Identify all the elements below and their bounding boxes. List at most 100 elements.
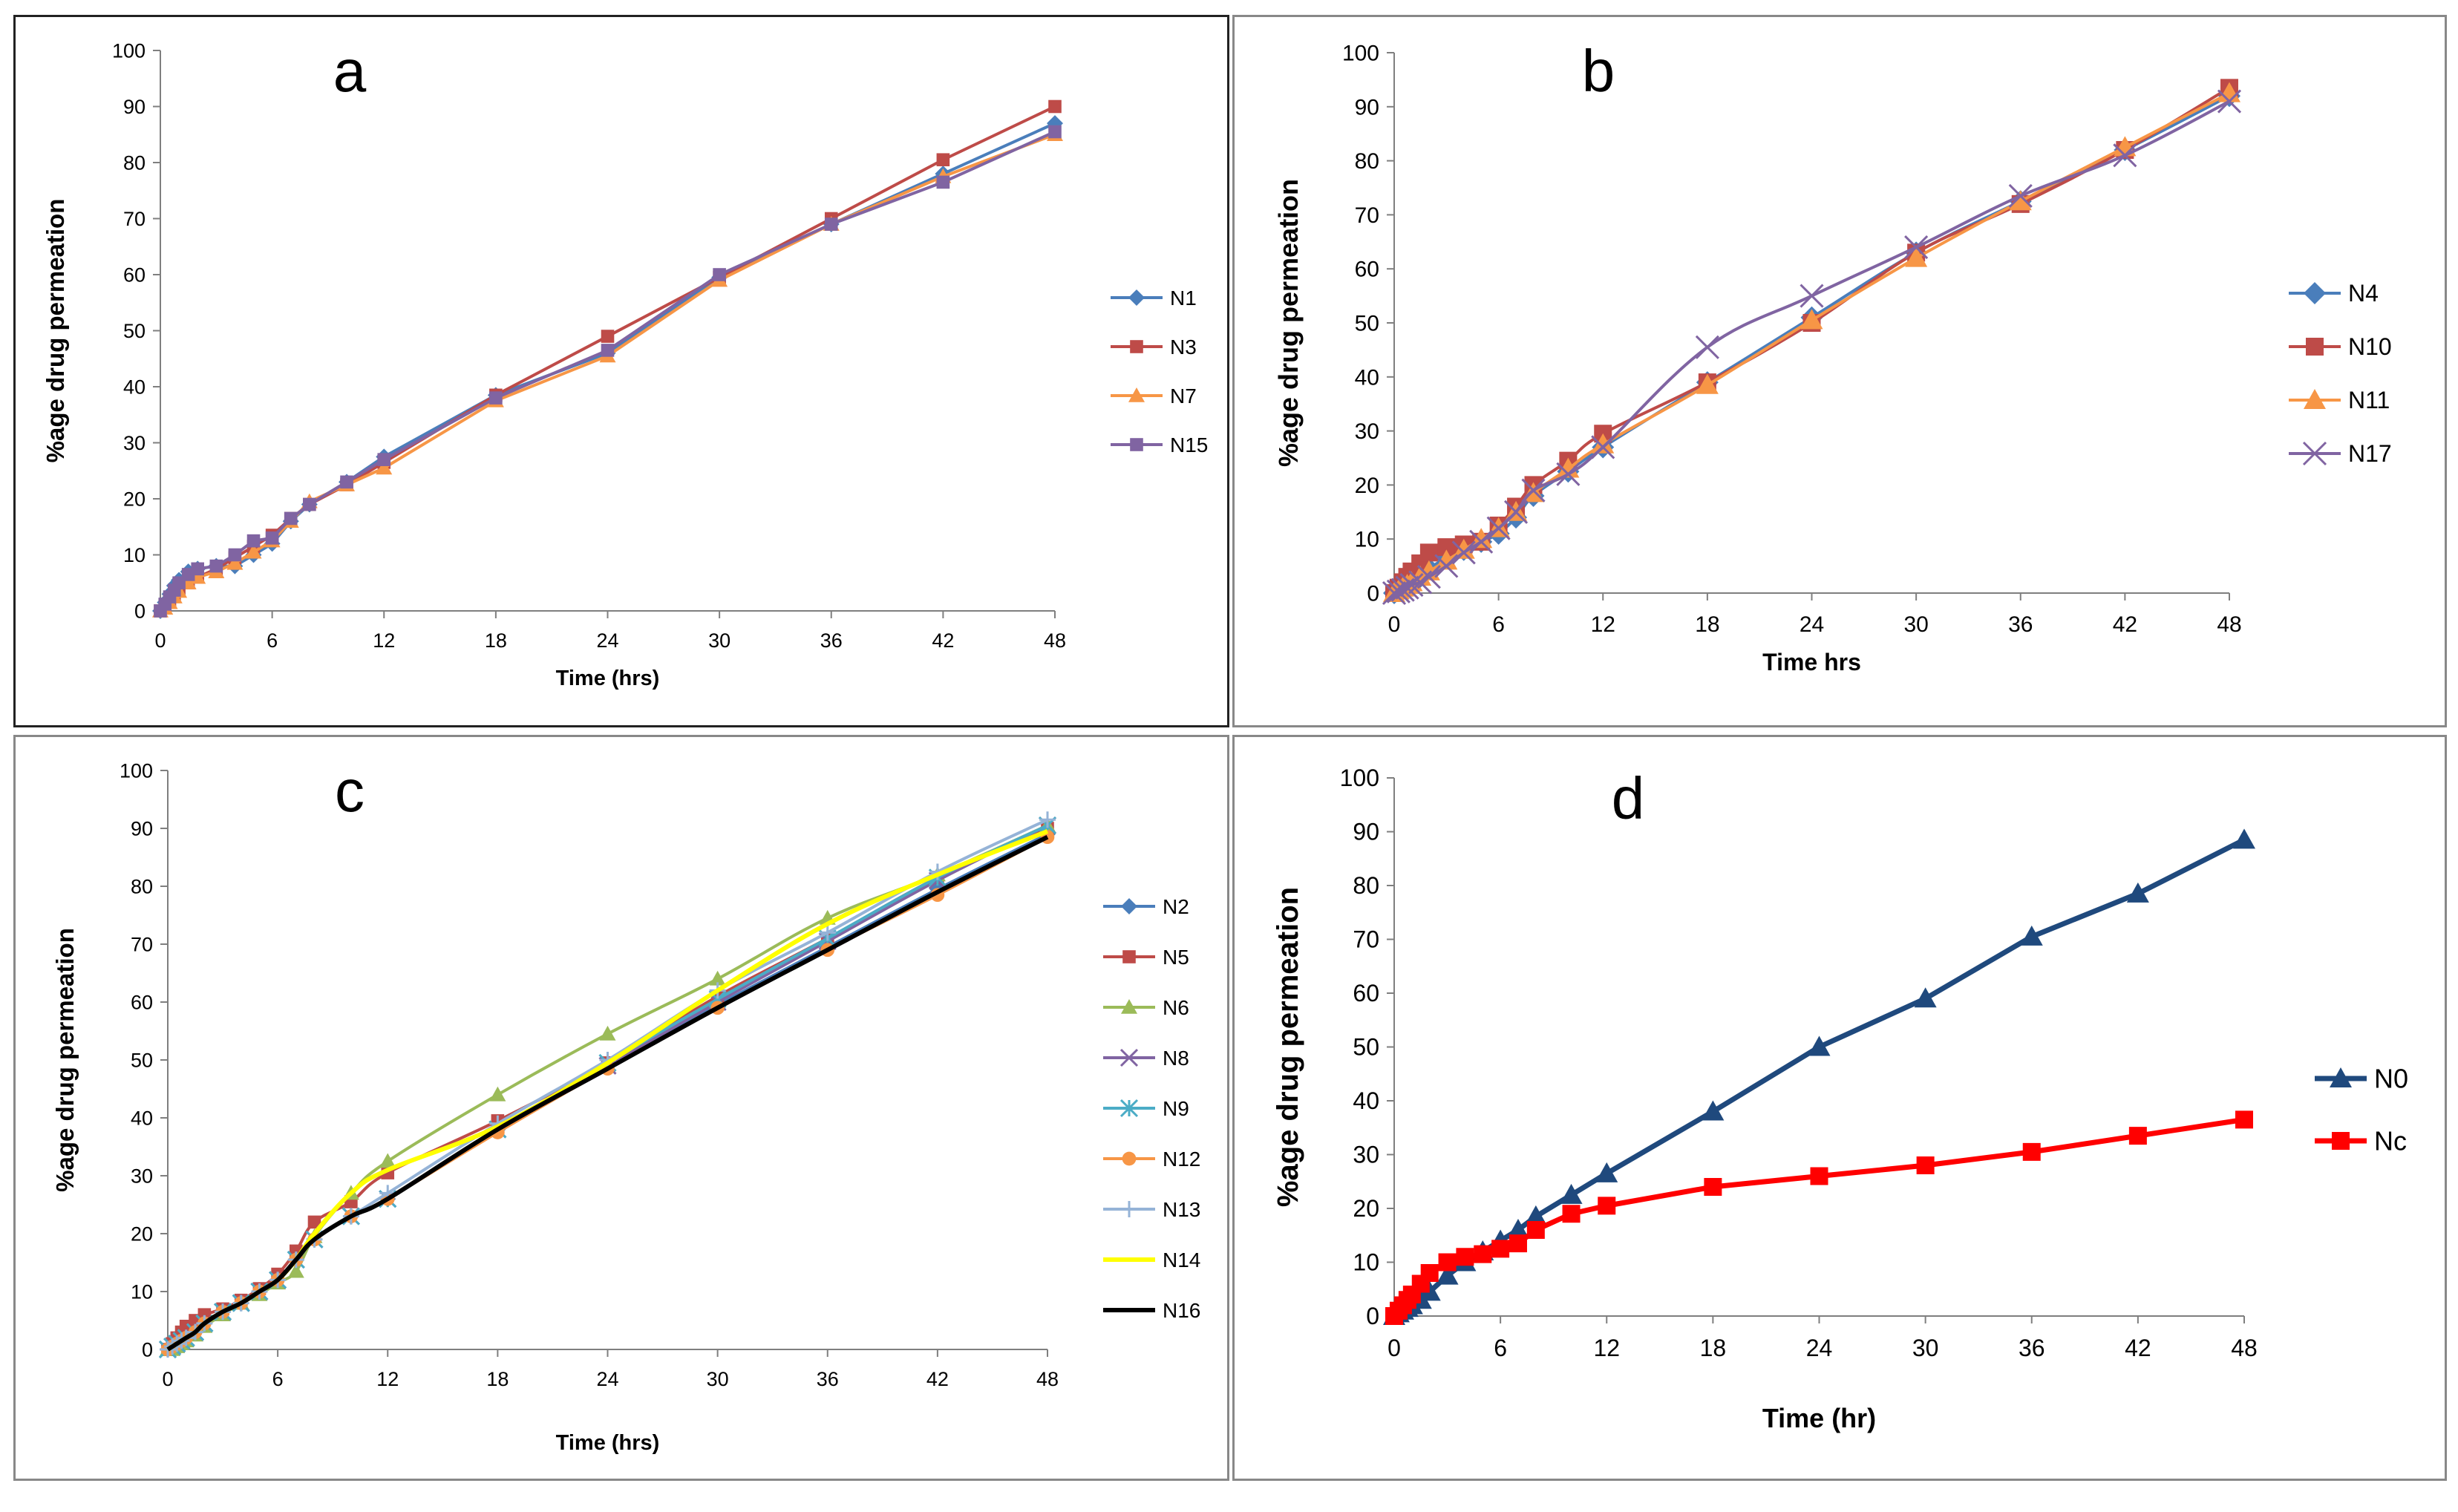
data-point-Nc — [1810, 1167, 1828, 1185]
data-point-N17 — [2008, 183, 2033, 208]
legend-marker-Nc — [2332, 1132, 2350, 1150]
legend-marker-N17 — [2302, 441, 2327, 466]
data-point-N11 — [1435, 549, 1458, 570]
x-tick-label: 42 — [2113, 612, 2137, 637]
x-tick-label: 0 — [162, 1368, 173, 1390]
y-tick-label: 40 — [1355, 365, 1379, 390]
legend-marker-N5 — [1122, 950, 1136, 963]
data-point-N15 — [489, 391, 503, 405]
y-tick-label: 30 — [131, 1165, 153, 1187]
panel-letter: b — [1582, 38, 1615, 104]
y-tick-label: 70 — [1353, 926, 1379, 953]
y-axis-label: %age drug permeation — [42, 199, 69, 463]
x-tick-label: 48 — [1036, 1368, 1059, 1390]
panel-letter: d — [1612, 765, 1645, 831]
data-point-N6 — [489, 1086, 506, 1102]
legend-label-N4: N4 — [2348, 280, 2379, 307]
legend-label-N16: N16 — [1163, 1299, 1200, 1322]
legend-marker-N8 — [1119, 1048, 1139, 1067]
y-tick-label: 70 — [123, 208, 146, 230]
data-point-N17 — [1451, 540, 1476, 565]
data-point-N15 — [340, 475, 353, 489]
y-tick-label: 40 — [123, 376, 146, 398]
legend-marker-N1 — [1128, 289, 1145, 306]
chart-b-axes: 0 10 20 30 40 50 60 70 80 90 100 0 6 12 18 24 30 36 42 48 — [1342, 42, 2242, 638]
y-tick-label: 20 — [1353, 1195, 1379, 1222]
x-axis-label: Time (hrs) — [556, 1431, 660, 1455]
y-tick-label: 10 — [1353, 1249, 1379, 1276]
chart-a-axes: 0 10 20 30 40 50 60 70 80 90 100 0 6 12 18 24 30 36 42 48 — [112, 39, 1066, 652]
data-point-N0 — [1702, 1100, 1725, 1121]
y-tick-label: 50 — [123, 320, 146, 342]
legend-marker-N0 — [2330, 1067, 2352, 1087]
data-point-N15 — [713, 268, 726, 281]
legend-label-N7: N7 — [1170, 384, 1197, 408]
x-tick-label: 24 — [1806, 1335, 1833, 1361]
data-point-N17 — [1399, 573, 1424, 598]
data-point-Nc — [1509, 1234, 1527, 1253]
data-point-N0 — [1808, 1035, 1831, 1056]
data-point-N11 — [2009, 190, 2032, 211]
data-point-N15 — [601, 344, 615, 357]
data-point-N17 — [2113, 143, 2137, 168]
x-axis-label: Time (hr) — [1762, 1403, 1876, 1433]
chart-panel-b: 0 10 20 30 40 50 60 70 80 90 100 0 6 12 18 24 30 36 42 48 Ti… — [1232, 15, 2447, 727]
data-point-N17 — [1469, 529, 1494, 554]
y-tick-label: 90 — [123, 96, 146, 118]
x-tick-label: 48 — [1044, 629, 1066, 652]
data-point-N11 — [1800, 309, 1823, 330]
data-point-N0 — [1436, 1264, 1459, 1285]
x-tick-label: 24 — [596, 1368, 618, 1390]
y-tick-label: 30 — [1353, 1142, 1379, 1168]
x-tick-label: 6 — [267, 629, 278, 652]
y-axis-label: %age drug permeation — [51, 928, 79, 1192]
legend-label-N3: N3 — [1170, 336, 1197, 359]
data-point-Nc — [1562, 1205, 1581, 1223]
data-point-N17 — [1521, 478, 1546, 503]
y-tick-label: 80 — [131, 875, 153, 897]
data-point-Nc — [1704, 1178, 1722, 1196]
x-tick-label: 48 — [2231, 1335, 2258, 1361]
x-tick-label: 12 — [376, 1368, 399, 1390]
legend-label-N17: N17 — [2348, 440, 2392, 467]
data-point-Nc — [2235, 1110, 2253, 1129]
data-point-N15 — [209, 559, 223, 573]
data-point-N15 — [191, 562, 205, 576]
data-point-N17 — [1591, 435, 1615, 459]
y-tick-label: 60 — [1353, 980, 1379, 1007]
x-tick-label: 0 — [1387, 1335, 1401, 1361]
data-point-Nc — [1598, 1197, 1616, 1215]
legend-label-N10: N10 — [2348, 333, 2392, 360]
y-tick-label: 20 — [123, 488, 146, 510]
series-N1 — [152, 115, 1063, 619]
data-point-N11 — [1417, 560, 1440, 580]
y-tick-label: 10 — [1355, 528, 1379, 552]
legend-label-N2: N2 — [1163, 895, 1189, 918]
chart-a-legend: N1 N3 N7 N15 — [1111, 287, 1208, 456]
data-point-N0 — [1506, 1219, 1529, 1239]
chart-d-canvas: 0 10 20 30 40 50 60 70 80 90 100 0 6 12 18 24 30 36 42 48 Ti… — [1272, 765, 2408, 1433]
data-point-N15 — [303, 497, 316, 511]
y-tick-label: 80 — [1355, 149, 1379, 174]
panel-letter: c — [335, 758, 365, 824]
x-tick-label: 6 — [1492, 612, 1505, 637]
y-tick-label: 0 — [1366, 1303, 1379, 1329]
data-point-Nc — [1420, 1264, 1439, 1282]
y-tick-label: 100 — [112, 39, 146, 62]
legend-label-N8: N8 — [1163, 1047, 1189, 1070]
x-tick-label: 42 — [926, 1368, 949, 1390]
data-point-N0 — [2020, 925, 2043, 946]
chart-b-legend: N4 N10 N11 N17 — [2289, 280, 2392, 467]
data-point-N17 — [1904, 235, 1929, 260]
y-tick-label: 30 — [123, 432, 146, 454]
x-tick-label: 12 — [1591, 612, 1615, 637]
data-point-N10 — [1419, 543, 1438, 562]
data-point-N13 — [1039, 811, 1056, 828]
data-point-N0 — [1914, 987, 1937, 1008]
y-tick-label: 0 — [1367, 582, 1379, 606]
x-tick-label: 18 — [1695, 612, 1719, 637]
data-point-Nc — [2022, 1142, 2041, 1161]
data-point-Nc — [1916, 1156, 1935, 1174]
data-point-Nc — [1456, 1248, 1474, 1266]
x-tick-label: 30 — [1912, 1335, 1939, 1361]
